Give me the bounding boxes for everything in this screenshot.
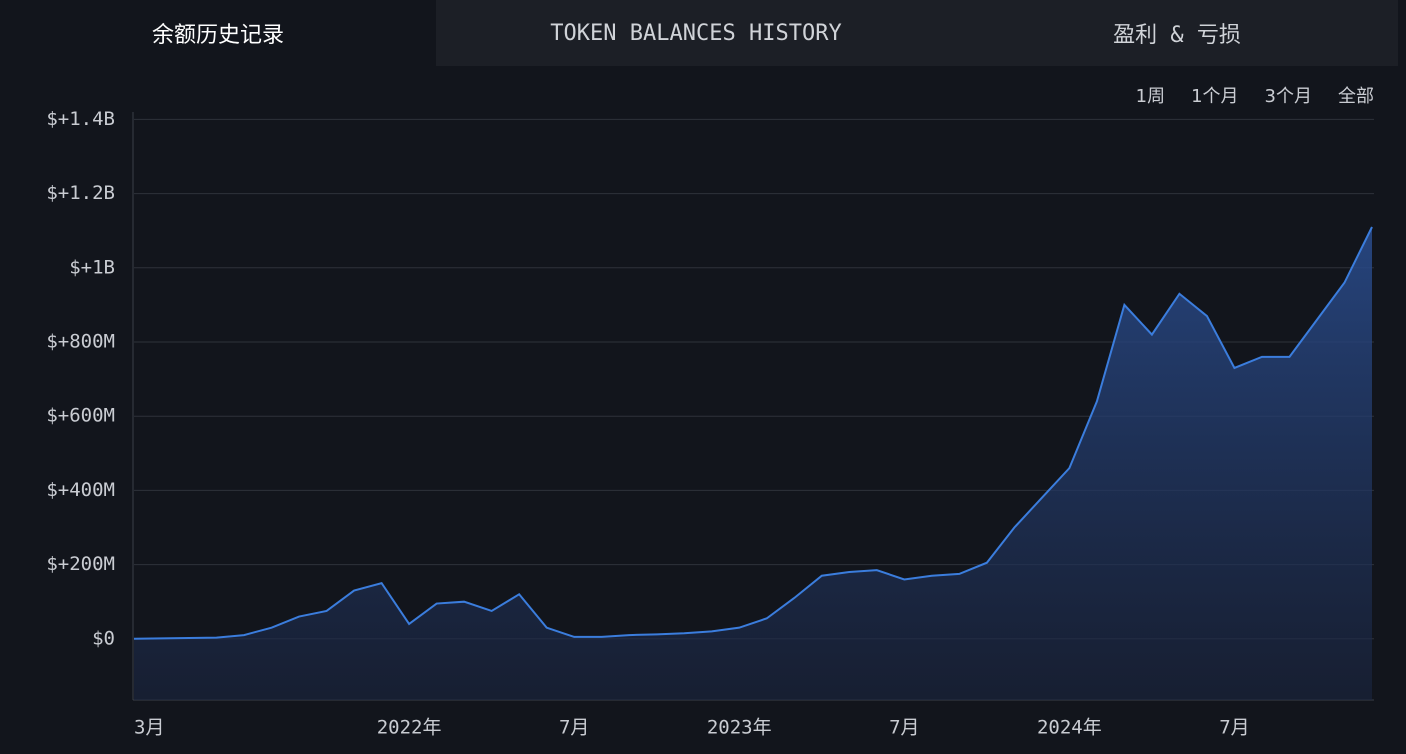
x-tick-label: 3月 — [134, 717, 164, 739]
y-tick-label: $+200M — [46, 553, 115, 575]
x-tick-label: 7月 — [889, 717, 919, 739]
y-tick-label: $+600M — [46, 405, 115, 427]
tab[interactable]: 余额历史记录 — [0, 0, 436, 66]
range-button[interactable]: 全部 — [1338, 86, 1374, 107]
y-tick-label: $+400M — [46, 479, 115, 501]
x-tick-label: 7月 — [1219, 717, 1249, 739]
range-button[interactable]: 1个月 — [1191, 86, 1239, 107]
x-tick-label: 2024年 — [1037, 717, 1102, 739]
tab[interactable]: TOKEN BALANCES HISTORY — [436, 0, 956, 66]
y-tick-label: $+1B — [69, 256, 115, 278]
range-selector: 1周 1个月 3个月 全部 — [1136, 82, 1374, 108]
y-tick-label: $+1.4B — [46, 108, 115, 130]
x-tick-label: 7月 — [559, 717, 589, 739]
x-tick-label: 2023年 — [707, 717, 772, 739]
area-fill — [134, 227, 1372, 700]
tab-bar: 余额历史记录 TOKEN BALANCES HISTORY 盈利 & 亏损 — [0, 0, 1406, 66]
range-button[interactable]: 1周 — [1135, 86, 1166, 107]
x-tick-label: 2022年 — [377, 717, 442, 739]
tab[interactable]: 盈利 & 亏损 — [956, 0, 1398, 66]
y-tick-label: $+800M — [46, 331, 115, 353]
range-button[interactable]: 3个月 — [1264, 86, 1312, 107]
y-tick-label: $+1.2B — [46, 182, 115, 204]
y-tick-label: $0 — [92, 627, 115, 649]
line — [133, 226, 1373, 640]
